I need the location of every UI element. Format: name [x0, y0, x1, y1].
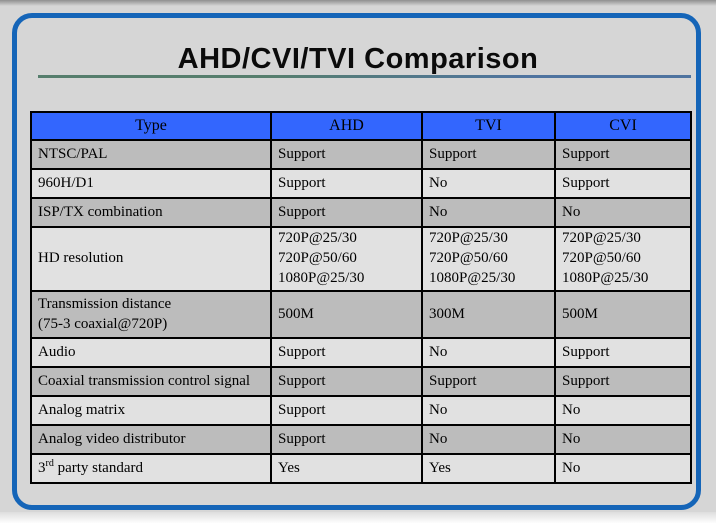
- table-row: HD resolution 720P@25/30 720P@50/60 1080P…: [30, 226, 692, 292]
- value-cell: Support: [270, 337, 423, 368]
- column-header-cvi: CVI: [554, 111, 692, 141]
- table-row: Audio Support No Support: [30, 337, 692, 368]
- column-header-ahd: AHD: [270, 111, 423, 141]
- table-row: ISP/TX combination Support No No: [30, 197, 692, 228]
- page-title: AHD/CVI/TVI Comparison: [177, 43, 539, 75]
- value-cell: Support: [554, 139, 692, 170]
- value-cell: Support: [421, 366, 556, 397]
- table-row: NTSC/PAL Support Support Support: [30, 139, 692, 170]
- value-cell: No: [421, 168, 556, 199]
- comparison-table: Type AHD TVI CVI NTSC/PAL Support Support S…: [30, 111, 692, 484]
- slide-frame-border: [12, 13, 701, 510]
- table-row: Coaxial transmission control signal Suppo…: [30, 366, 692, 397]
- value-cell: Support: [270, 139, 423, 170]
- column-header-tvi: TVI: [421, 111, 556, 141]
- row-label-cell: HD resolution: [30, 226, 272, 292]
- value-cell: No: [421, 395, 556, 426]
- table-row: Analog matrix Support No No: [30, 395, 692, 426]
- row-label-cell: Transmission distance (75-3 coaxial@720P…: [30, 290, 272, 339]
- table-row: Analog video distributor Support No No: [30, 424, 692, 455]
- table-body: NTSC/PAL Support Support Support 960H/D1 Supp…: [30, 139, 692, 484]
- value-cell: Support: [270, 366, 423, 397]
- value-cell: 500M: [270, 290, 423, 339]
- table-row: 960H/D1 Support No Support: [30, 168, 692, 199]
- value-cell: Support: [554, 366, 692, 397]
- row-label-cell: ISP/TX combination: [30, 197, 272, 228]
- value-cell: Support: [554, 337, 692, 368]
- value-cell: No: [554, 197, 692, 228]
- table-row: Transmission distance (75-3 coaxial@720P…: [30, 290, 692, 339]
- row-label-cell: Analog matrix: [30, 395, 272, 426]
- table-row: 3rd party standard Yes Yes No: [30, 453, 692, 484]
- value-cell: Support: [270, 424, 423, 455]
- value-cell: No: [554, 395, 692, 426]
- bottom-highlight-bar: [0, 512, 716, 523]
- row-label-cell: Coaxial transmission control signal: [30, 366, 272, 397]
- row-label-cell: Audio: [30, 337, 272, 368]
- value-cell: 300M: [421, 290, 556, 339]
- value-cell: No: [554, 424, 692, 455]
- row-label-cell: 3rd party standard: [30, 453, 272, 484]
- value-cell: 500M: [554, 290, 692, 339]
- column-header-type: Type: [30, 111, 272, 141]
- value-cell: 720P@25/30 720P@50/60 1080P@25/30: [270, 226, 423, 292]
- value-cell: No: [421, 197, 556, 228]
- row-label-cell: 960H/D1: [30, 168, 272, 199]
- title-underline: [38, 75, 691, 78]
- value-cell: No: [421, 424, 556, 455]
- row-label-cell: NTSC/PAL: [30, 139, 272, 170]
- value-cell: Support: [270, 168, 423, 199]
- value-cell: Support: [421, 139, 556, 170]
- value-cell: Support: [270, 197, 423, 228]
- value-cell: 720P@25/30 720P@50/60 1080P@25/30: [421, 226, 556, 292]
- row-label-cell: Analog video distributor: [30, 424, 272, 455]
- value-cell: 720P@25/30 720P@50/60 1080P@25/30: [554, 226, 692, 292]
- value-cell: Support: [554, 168, 692, 199]
- value-cell: Yes: [421, 453, 556, 484]
- table-header-row: Type AHD TVI CVI: [30, 111, 692, 141]
- value-cell: No: [421, 337, 556, 368]
- top-shadow-bar: [0, 0, 716, 6]
- value-cell: Support: [270, 395, 423, 426]
- value-cell: No: [554, 453, 692, 484]
- value-cell: Yes: [270, 453, 423, 484]
